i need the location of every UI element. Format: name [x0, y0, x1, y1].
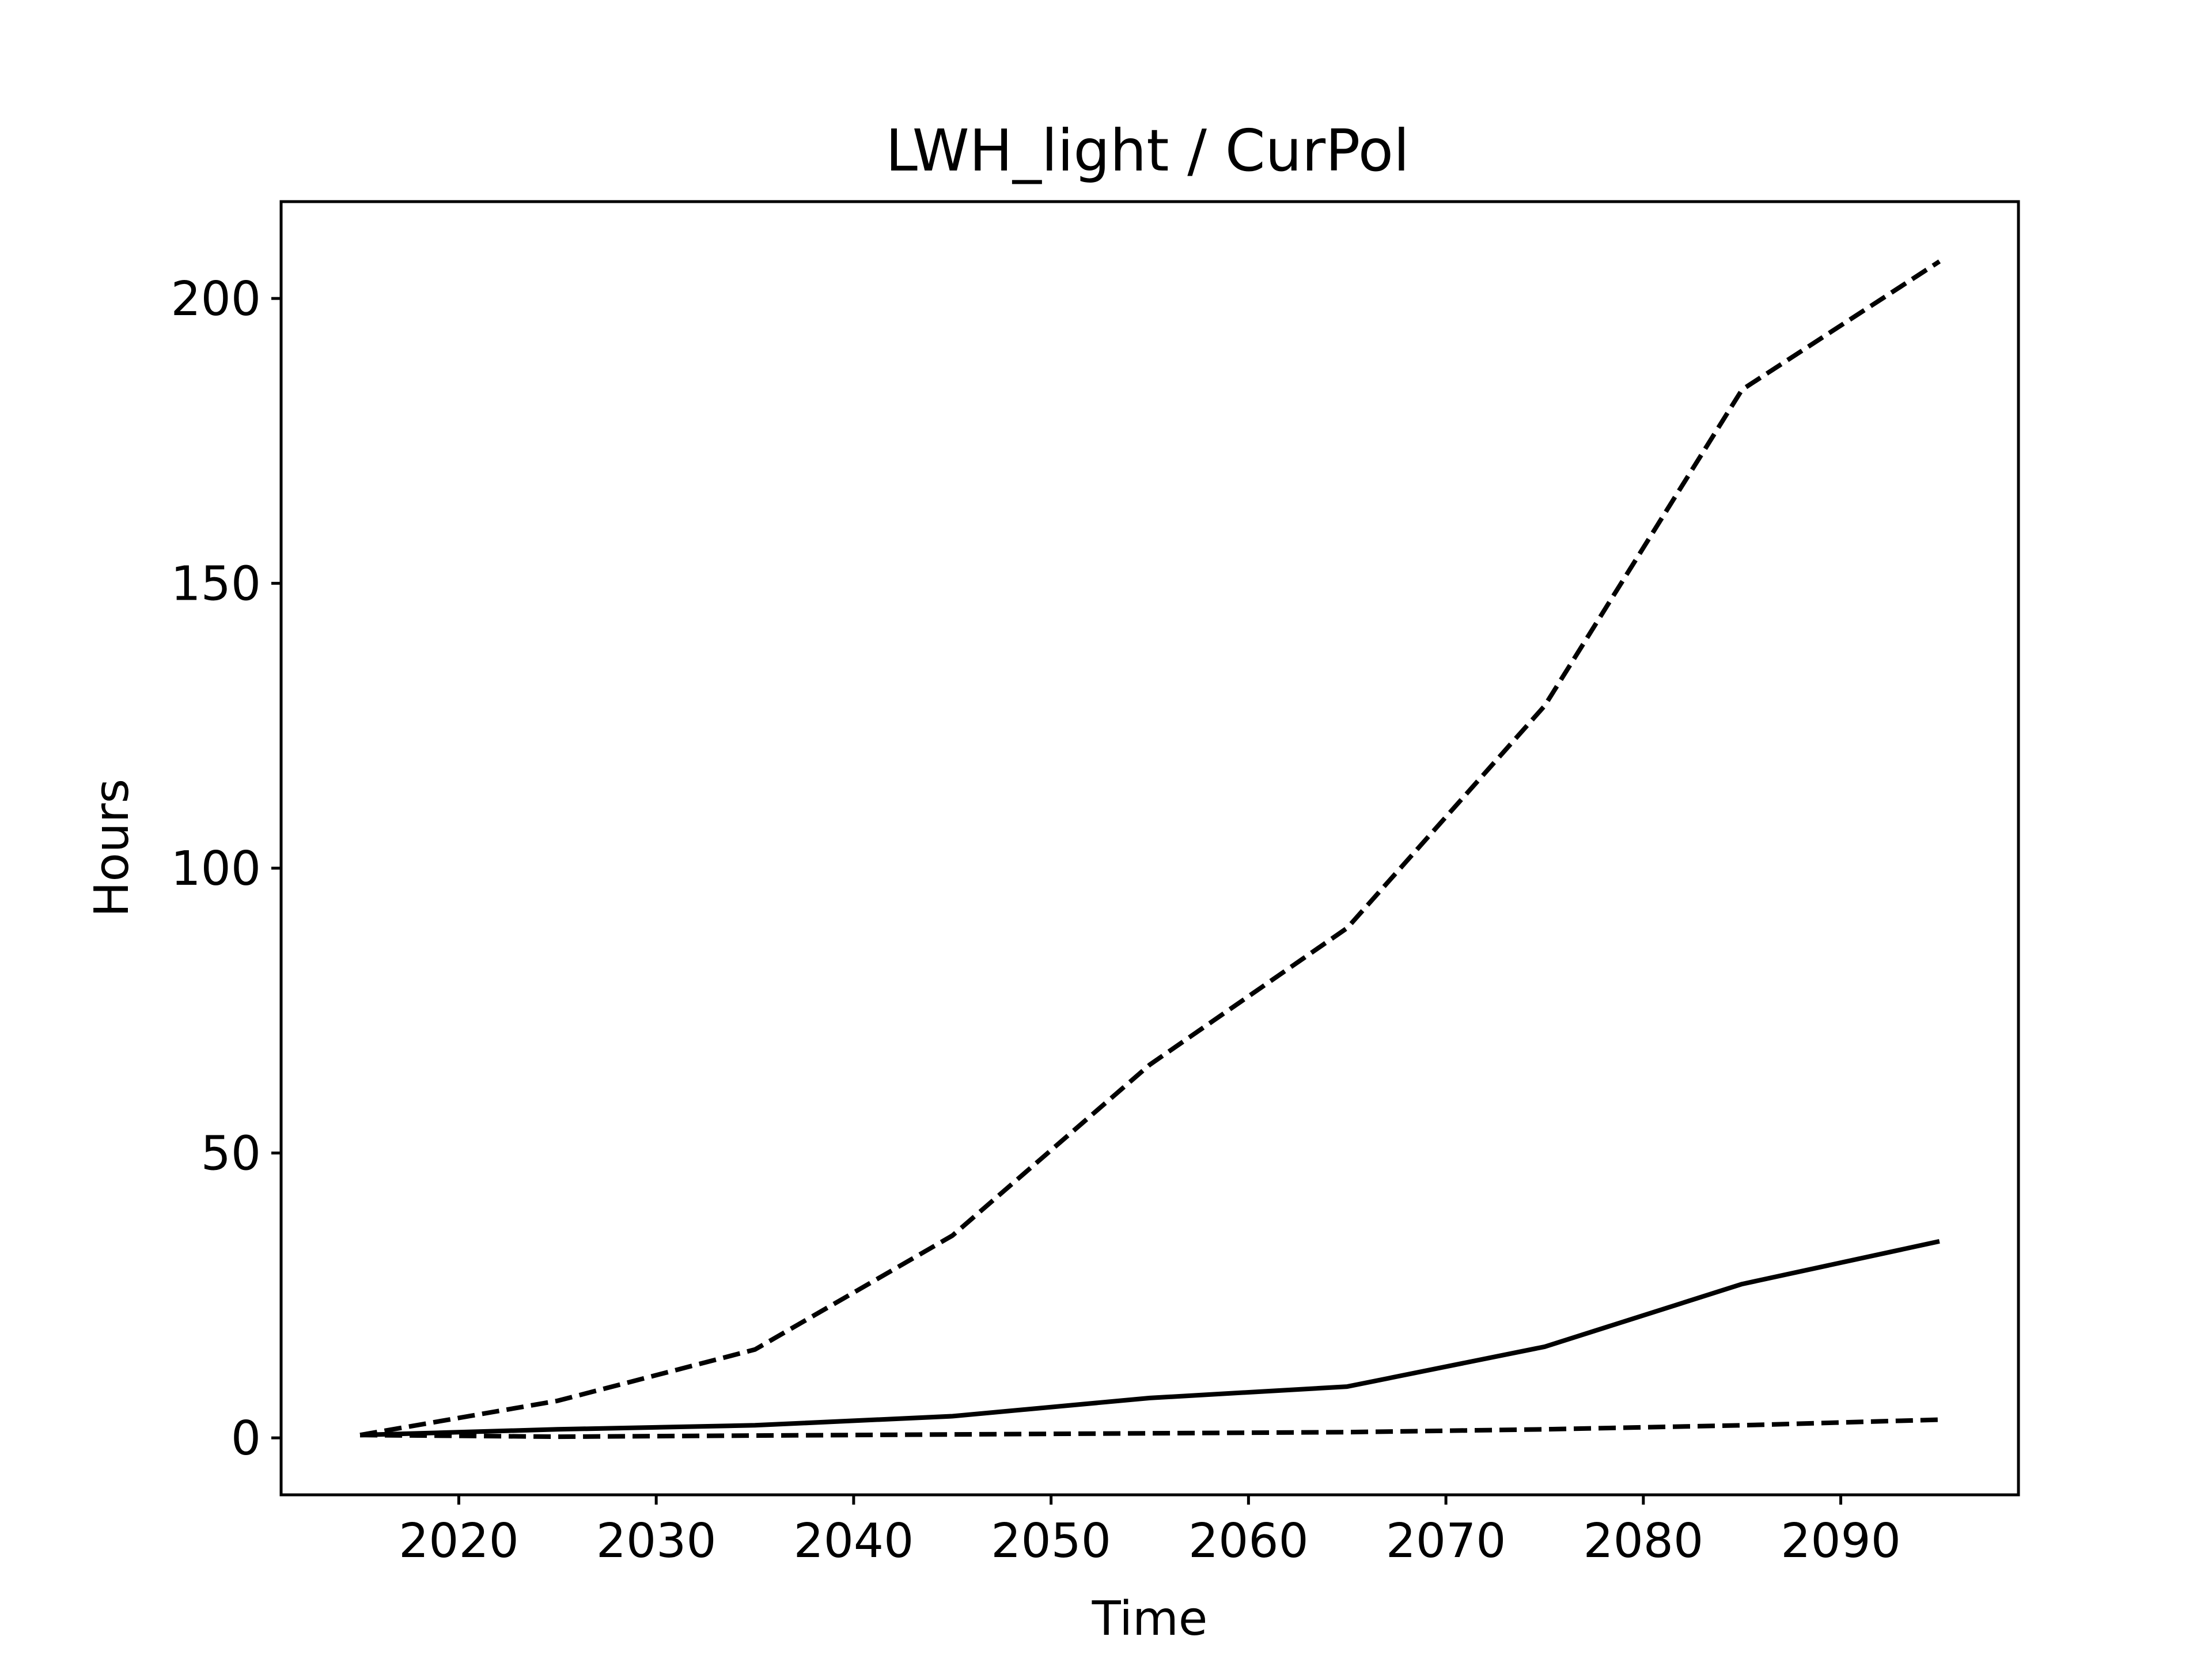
- chart-title: LWH_light / CurPol: [885, 117, 1410, 184]
- x-tick-label: 2080: [1583, 1514, 1703, 1569]
- series-line-2: [359, 1238, 1940, 1438]
- y-axis: 0 50 100 150 200: [171, 272, 281, 1466]
- x-tick-label: 2090: [1781, 1514, 1901, 1569]
- x-tick-label: 2050: [991, 1514, 1111, 1569]
- y-tick-label: 100: [171, 842, 261, 896]
- plot-frame: [279, 200, 2020, 1497]
- y-tick-label: 200: [171, 272, 261, 327]
- y-tick-label: 0: [231, 1411, 261, 1466]
- y-axis-label: Hours: [85, 779, 139, 917]
- y-tick-label: 50: [201, 1127, 261, 1181]
- x-tick-label: 2040: [794, 1514, 914, 1569]
- x-tick-label: 2020: [399, 1514, 519, 1569]
- series-line-1: [359, 259, 1941, 1438]
- x-tick-label: 2070: [1386, 1514, 1506, 1569]
- series-line-3: [360, 1417, 1940, 1440]
- x-tick-label: 2060: [1188, 1514, 1309, 1569]
- x-axis-label: Time: [1092, 1592, 1208, 1646]
- series-group: [359, 259, 1941, 1440]
- x-tick-label: 2030: [596, 1514, 717, 1569]
- y-tick-label: 150: [171, 557, 261, 612]
- x-axis: 2020 2030 2040 2050 2060 2070 2080 2090: [399, 1495, 1901, 1569]
